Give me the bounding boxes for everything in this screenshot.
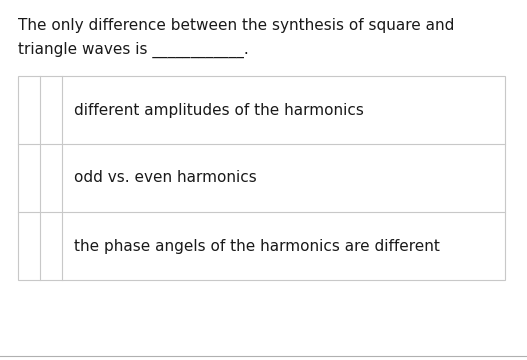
Text: odd vs. even harmonics: odd vs. even harmonics: [74, 171, 257, 185]
Text: triangle waves is ____________.: triangle waves is ____________.: [18, 42, 249, 58]
Text: different amplitudes of the harmonics: different amplitudes of the harmonics: [74, 103, 364, 117]
Bar: [18, 76, 505, 280]
Text: The only difference between the synthesis of square and: The only difference between the synthesi…: [18, 18, 454, 33]
Text: the phase angels of the harmonics are different: the phase angels of the harmonics are di…: [74, 238, 440, 253]
